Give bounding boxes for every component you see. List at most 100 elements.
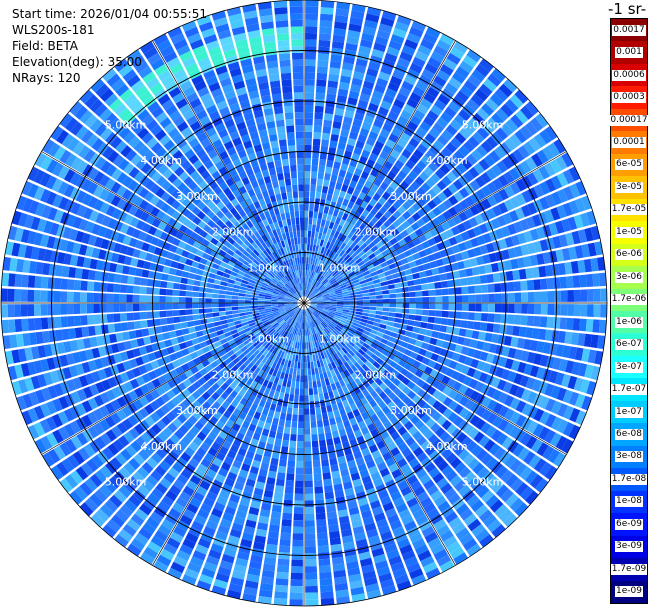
range-gate [328,391,334,399]
range-gate [232,300,239,303]
range-gate [317,60,328,67]
range-gate [8,319,16,332]
range-gate [541,304,548,315]
range-gate [167,282,174,289]
range-gate [394,283,401,288]
range-gate [305,566,317,573]
range-gate [553,277,561,289]
range-gate [305,92,314,99]
range-gate [81,327,89,338]
range-gate [134,277,141,285]
range-gate [218,299,225,303]
range-gate [316,414,322,421]
range-gate [319,565,331,573]
range-gate [305,86,315,93]
range-gate [318,387,323,394]
range-gate [265,303,272,305]
range-gate [172,304,179,310]
range-gate [314,480,322,487]
range-gate [225,291,232,295]
range-gate [305,494,314,501]
range-gate [182,271,190,278]
range-gate [375,315,382,320]
range-gate [313,218,317,225]
range-gate [279,546,290,553]
range-gate [284,500,293,507]
range-gate [225,303,232,307]
range-gate [293,520,303,527]
range-gate [305,165,311,172]
range-gate [294,507,303,514]
range-gate [153,296,160,303]
range-gate [343,305,350,307]
range-gate [67,316,74,327]
range-gate [196,331,204,338]
range-gate [295,388,300,395]
range-gate [328,187,335,195]
range-gate [54,317,61,328]
range-gate [307,244,310,251]
range-gate [344,301,351,303]
range-gate [289,368,293,375]
range-gate [312,441,319,448]
range-gate [305,520,315,527]
range-gate [27,304,34,316]
range-gate [285,387,290,394]
range-gate [218,303,225,307]
range-gate [433,275,441,282]
range-gate [308,369,312,376]
range-gate [429,310,436,316]
range-gate [279,459,287,467]
range-gate [238,300,245,303]
range-gate [328,80,339,88]
range-gate [270,518,281,526]
range-gate [337,299,344,301]
range-gate [319,572,332,580]
range-gate [390,299,397,303]
range-gate [305,125,313,132]
range-gate [305,593,318,600]
range-gate [533,316,540,327]
range-gate [383,294,390,298]
range-gate [321,219,326,226]
range-gate [269,464,278,472]
range-gate [473,322,481,331]
range-gate [316,93,326,100]
range-gate [370,300,377,303]
range-gate [421,316,428,322]
range-gate [363,309,370,313]
range-gate [455,287,462,294]
range-gate [281,386,286,393]
range-gate [61,279,68,290]
range-gate [133,312,140,320]
range-gate [313,139,321,146]
range-gate [160,318,167,325]
range-gate [185,297,192,302]
range-gate [481,285,488,293]
range-gate [95,271,103,281]
range-gate [330,464,339,472]
range-gate [226,315,233,320]
range-gate [142,328,150,336]
range-gate [173,317,180,324]
range-gate [316,185,322,192]
range-gate [305,40,317,47]
range-gate [167,317,174,324]
range-gate [592,273,600,286]
range-gate [214,280,221,285]
range-gate [388,317,395,322]
range-gate [305,184,310,191]
range-gate [88,326,96,336]
range-gate [566,318,574,330]
range-gate [321,379,326,386]
range-gate [331,54,343,62]
range-gate [195,275,203,281]
range-gate [288,454,295,461]
range-gate [412,273,420,280]
range-gate [442,289,449,296]
range-gate [275,438,282,446]
range-gate [313,460,321,467]
range-gate [200,319,207,325]
range-gate [100,304,107,313]
range-gate [350,295,357,298]
